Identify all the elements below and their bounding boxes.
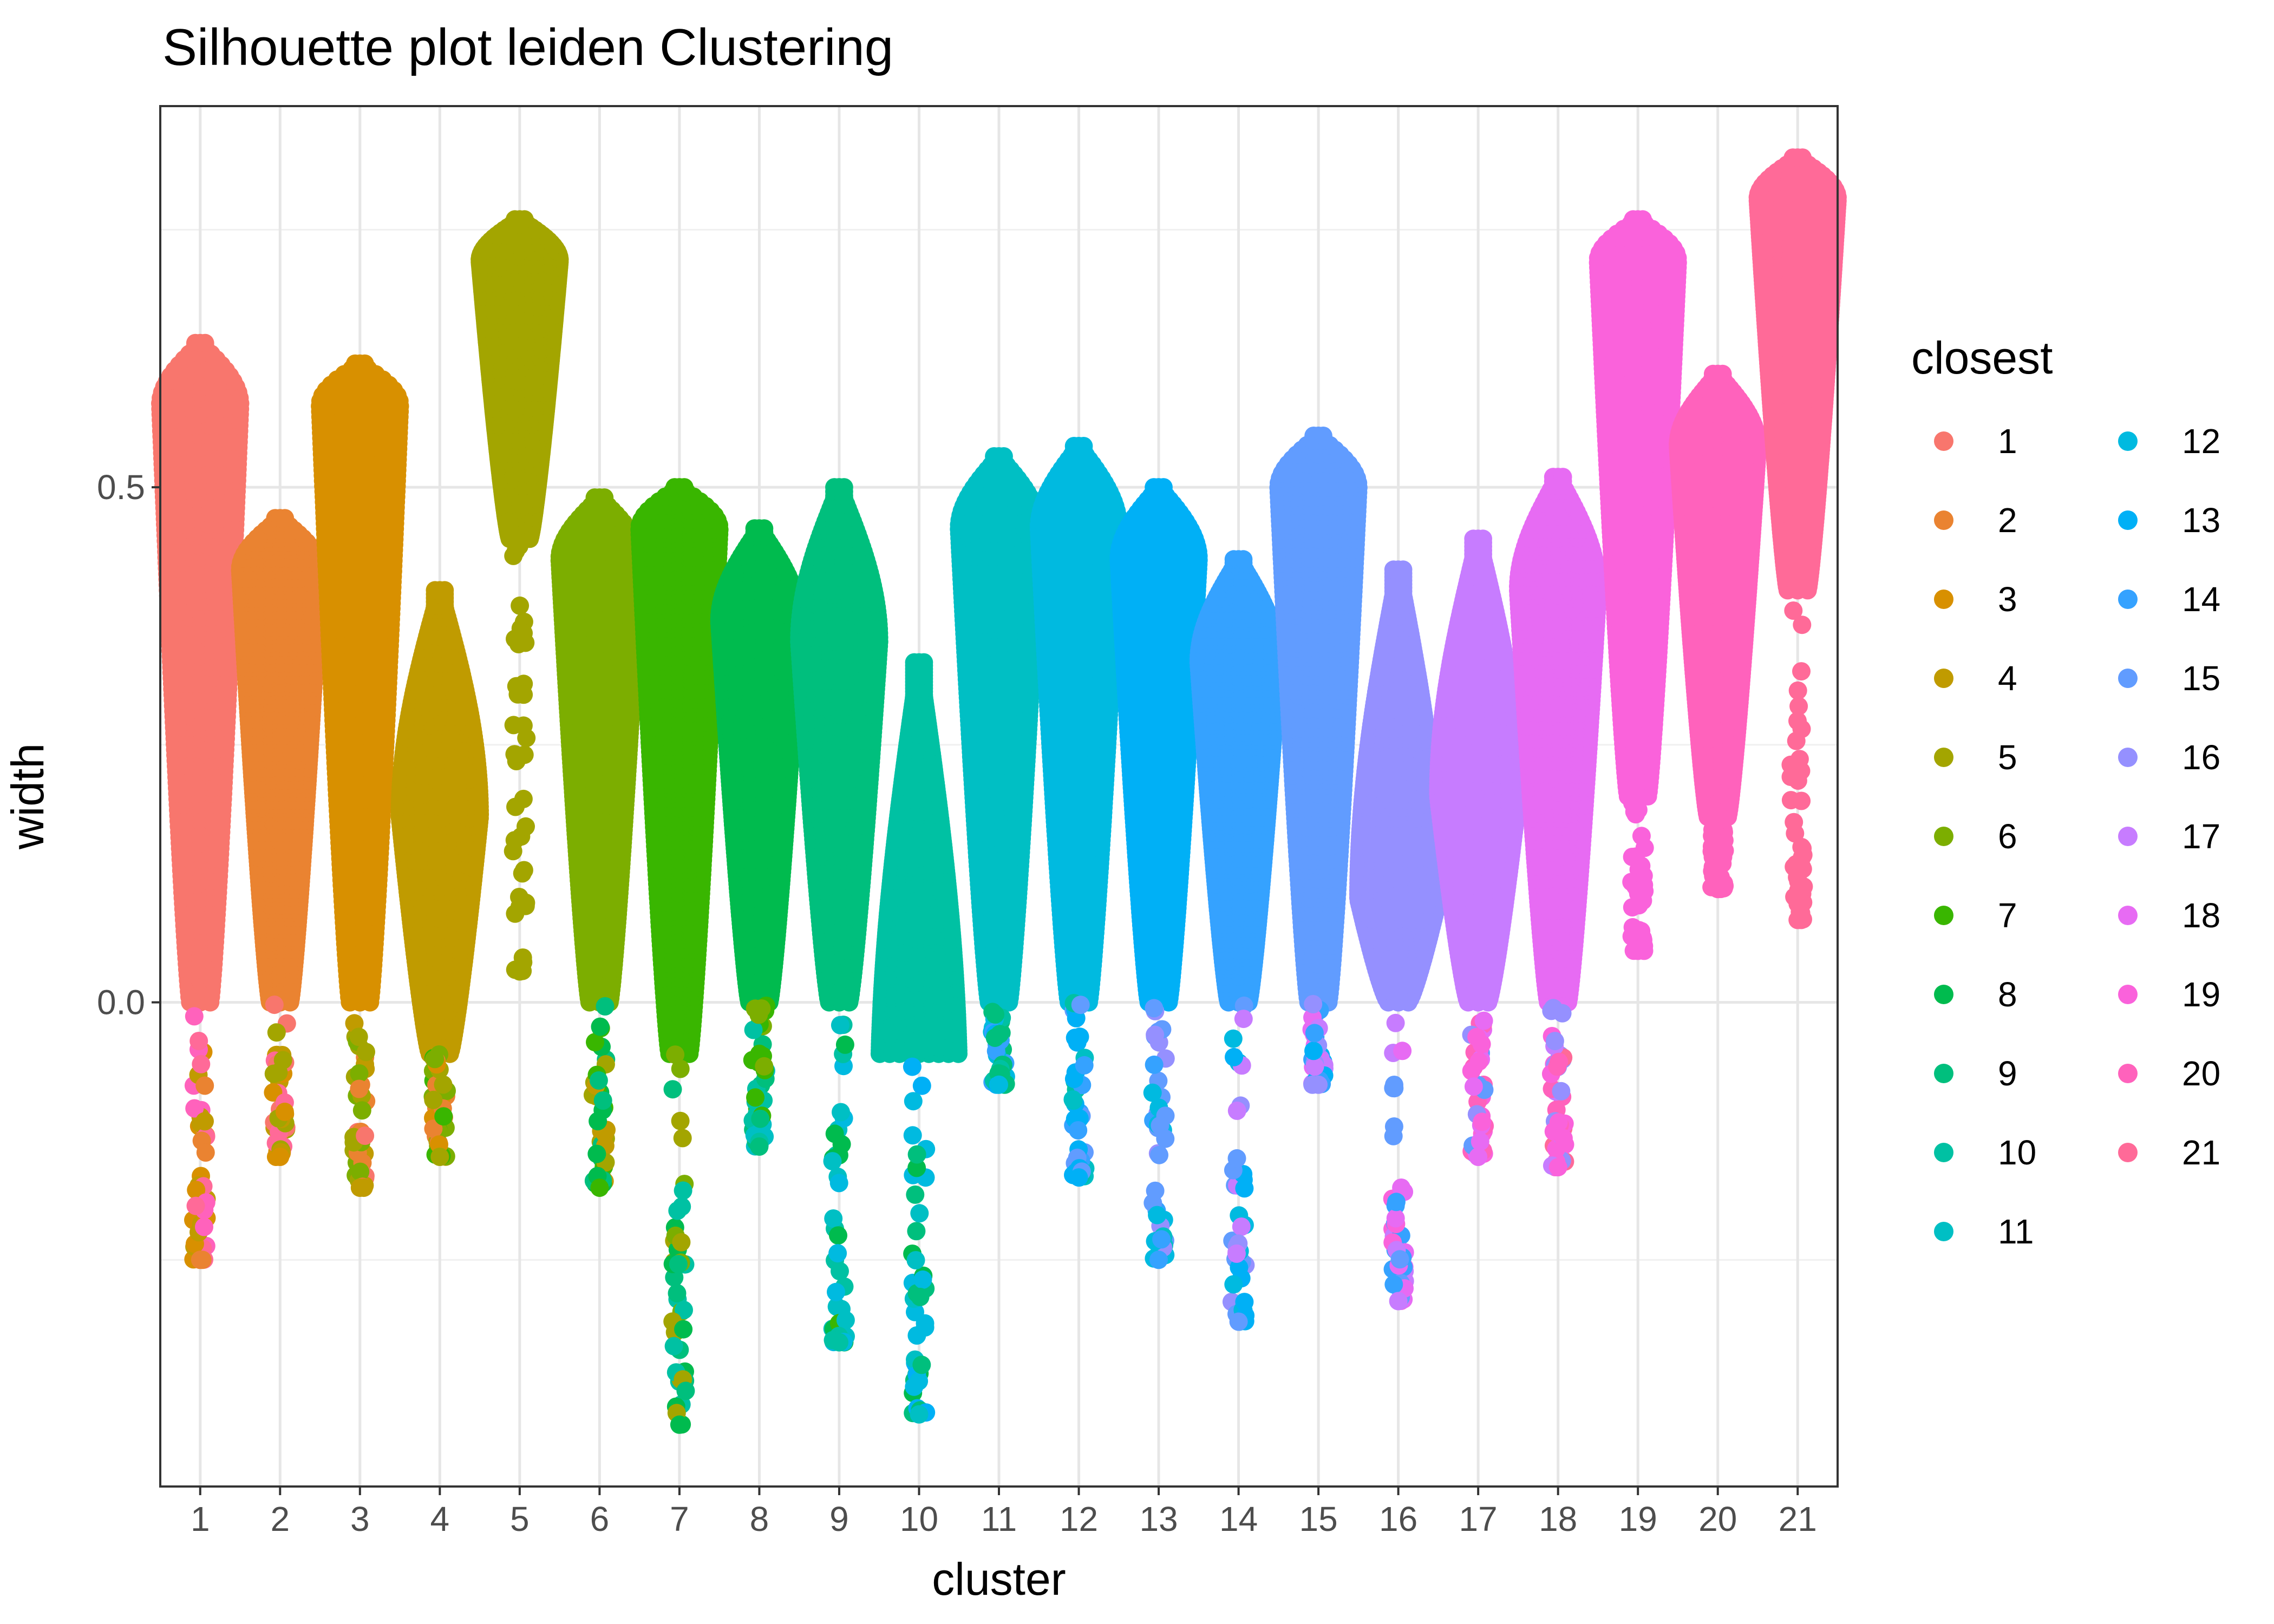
- point: [185, 1007, 204, 1025]
- point: [195, 1112, 214, 1130]
- point: [356, 1127, 374, 1145]
- point: [591, 1018, 610, 1036]
- point: [350, 1080, 368, 1098]
- point: [191, 1250, 210, 1269]
- chart-title: Silhouette plot leiden Clustering: [162, 18, 893, 76]
- point: [589, 1112, 607, 1130]
- point: [265, 1065, 283, 1083]
- point: [587, 1145, 606, 1163]
- point: [356, 355, 374, 373]
- point: [267, 1023, 286, 1042]
- point: [350, 1027, 368, 1046]
- point: [195, 1077, 214, 1095]
- point: [596, 997, 615, 1016]
- point: [515, 745, 534, 764]
- point: [426, 1050, 444, 1068]
- point: [424, 1091, 442, 1109]
- point: [276, 509, 294, 527]
- point: [517, 817, 535, 836]
- point: [511, 898, 529, 916]
- point: [353, 1101, 371, 1119]
- point: [351, 1178, 369, 1197]
- point: [511, 597, 529, 615]
- point: [265, 996, 284, 1014]
- point: [514, 716, 533, 735]
- point: [590, 1071, 608, 1090]
- point: [196, 334, 214, 352]
- point: [504, 547, 522, 565]
- point: [511, 962, 529, 981]
- point: [515, 210, 534, 228]
- point: [434, 1107, 453, 1125]
- point: [276, 1103, 294, 1121]
- point: [506, 630, 524, 648]
- point: [430, 1148, 449, 1166]
- point: [271, 1148, 289, 1166]
- point: [187, 1197, 205, 1215]
- point: [190, 1032, 208, 1050]
- point: [192, 1055, 210, 1073]
- point: [197, 1143, 215, 1162]
- point: [513, 864, 532, 882]
- point: [435, 581, 454, 599]
- point: [506, 798, 525, 816]
- point: [514, 685, 533, 704]
- point: [594, 1091, 612, 1110]
- point: [590, 1178, 609, 1197]
- point: [434, 1076, 453, 1094]
- point: [595, 488, 613, 507]
- point: [195, 1218, 213, 1236]
